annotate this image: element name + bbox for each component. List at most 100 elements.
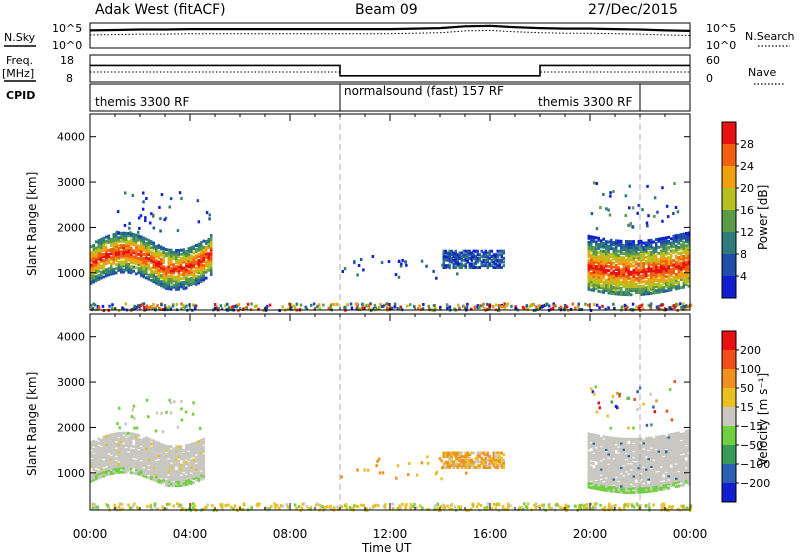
velocity-cell-2246 — [133, 502, 136, 506]
velocity-cell-1459 — [627, 450, 630, 454]
velocity-cell-2136 — [614, 504, 617, 507]
velocity-cell-508 — [160, 467, 163, 471]
velocity-cell-913 — [458, 460, 461, 464]
power-cell-384 — [145, 247, 148, 251]
power-cell-1668 — [650, 246, 653, 250]
velocity-cell-467 — [155, 473, 158, 477]
power-cell-1786 — [662, 242, 665, 246]
velocity-cell-1733 — [657, 486, 660, 490]
velocity-cell-2065 — [665, 409, 669, 413]
power-cell-365 — [142, 246, 145, 250]
velocity-cell-26 — [92, 454, 95, 457]
velocity-cell-2080 — [653, 410, 657, 414]
velocity-cell-1475 — [630, 464, 633, 468]
power-cell-2385 — [227, 306, 231, 310]
power-cell-629 — [182, 272, 185, 276]
power-cell-1964 — [682, 234, 685, 238]
velocity-cell-1679 — [650, 440, 653, 444]
power-cell-1909 — [677, 262, 680, 266]
power-cell-1836 — [670, 288, 673, 292]
power-cell-1545 — [637, 270, 640, 274]
power-cell-1883 — [675, 273, 678, 276]
power-cell-762 — [202, 274, 205, 278]
power-cell-915 — [454, 253, 457, 257]
power-cell-1952 — [682, 263, 685, 267]
power-cell-617 — [180, 263, 183, 266]
power-cell-38 — [95, 271, 98, 274]
power-cell-1945 — [682, 279, 685, 283]
velocity-cell-1399 — [622, 476, 625, 480]
power-cell-1074 — [587, 287, 590, 291]
power-cell-70 — [100, 276, 103, 280]
power-cell-720 — [195, 250, 198, 254]
power-cell-1971 — [685, 272, 688, 276]
velocity-cell-456 — [152, 453, 155, 457]
power-cell-1859 — [672, 281, 675, 285]
velocity-cell-1376 — [620, 468, 623, 472]
power-cell-290 — [132, 261, 135, 265]
velocity-cell-80 — [100, 448, 103, 452]
power-cell-1091 — [587, 251, 590, 255]
velocity-cell-127 — [107, 462, 110, 466]
power-cell-1059 — [498, 260, 501, 264]
power-cell-1928 — [680, 265, 683, 269]
velocity-cell-1858 — [670, 477, 673, 481]
power-cell-1392 — [620, 252, 623, 255]
velocity-cell-1003 — [486, 453, 489, 457]
power-cell-2068 — [379, 303, 382, 306]
velocity-cell-1750 — [657, 449, 660, 453]
velocity-cell-1335 — [615, 455, 618, 459]
power-cell-2077 — [111, 306, 114, 310]
power-cell-438 — [155, 281, 158, 285]
velocity-cell-1615 — [645, 473, 648, 477]
power-cell-114 — [105, 251, 108, 255]
velocity-cell-489 — [157, 468, 160, 472]
power-cell-1160 — [595, 260, 598, 264]
velocity-cell-605 — [172, 459, 175, 463]
power-cell-276 — [130, 259, 133, 262]
power-cell-557 — [170, 250, 173, 254]
power-cell-1869 — [672, 251, 675, 255]
power-cell-1064 — [500, 260, 503, 264]
power-cell-1154 — [595, 275, 598, 279]
velocity-cell-163 — [112, 465, 115, 469]
velocity-cell-716 — [187, 443, 190, 447]
power-cell-1645 — [647, 245, 650, 249]
power-cell-1459 — [627, 262, 630, 266]
power-cell-449 — [155, 255, 158, 259]
power-cell-1976 — [685, 262, 688, 266]
power-cell-477 — [160, 274, 163, 278]
power-cell-1184 — [597, 263, 600, 267]
velocity-cell-85 — [102, 474, 105, 478]
power-cell-355 — [142, 271, 145, 275]
velocity-cell-180 — [115, 471, 118, 475]
power-cell-1121 — [590, 237, 593, 241]
power-cell-960 — [468, 264, 471, 268]
power-cell-190 — [117, 256, 120, 260]
power-cell-1396 — [620, 243, 623, 247]
power-cell-105 — [105, 274, 108, 278]
velocity-cell-1387 — [620, 445, 623, 449]
velocity-cell-760 — [195, 463, 198, 467]
velocity-cell-1501 — [632, 458, 635, 462]
velocity-cell-808 — [200, 438, 203, 442]
velocity-cell-2176 — [153, 505, 156, 509]
power-cell-1018 — [486, 266, 489, 269]
power-cell-1754 — [660, 257, 663, 261]
velocity-cell-1498 — [632, 466, 635, 470]
velocity-cell-2323 — [670, 506, 673, 510]
power-cell-2294 — [386, 302, 389, 306]
velocity-cell-2292 — [250, 507, 253, 511]
power-cell-1288 — [610, 287, 613, 291]
velocity-cell-1195 — [602, 484, 605, 488]
velocity-cell-1716 — [655, 468, 658, 472]
velocity-cell-2191 — [607, 504, 611, 508]
velocity-cell-958 — [470, 451, 473, 455]
power-cell-91 — [102, 267, 105, 271]
velocity-cell-2204 — [242, 507, 245, 511]
velocity-cell-223 — [120, 450, 123, 454]
power-cell-616 — [180, 265, 183, 268]
velocity-cell-16 — [92, 476, 95, 480]
power-cell-754 — [200, 251, 203, 255]
power-cell-2300 — [336, 302, 339, 306]
